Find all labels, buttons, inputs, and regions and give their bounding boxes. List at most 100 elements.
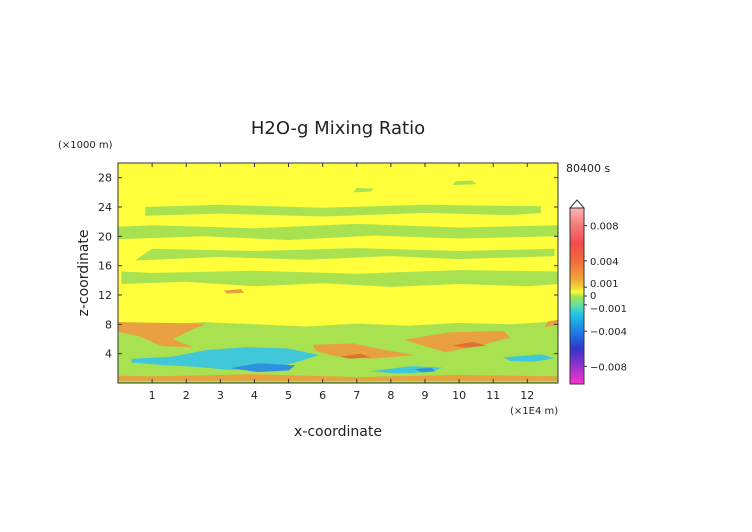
colorbar-band: [570, 382, 584, 385]
colorbar-band: [570, 366, 584, 369]
colorbar-band: [570, 308, 584, 311]
colorbar-band: [570, 234, 584, 237]
colorbar-band: [570, 298, 584, 301]
colorbar-band: [570, 338, 584, 341]
x-axis-label: x-coordinate: [294, 424, 382, 440]
colorbar-band: [570, 354, 584, 357]
colorbar-tick-label: 0: [590, 291, 596, 302]
colorbar-band: [570, 346, 584, 349]
colorbar-band: [570, 380, 584, 383]
colorbar-band: [570, 262, 584, 265]
contour-region-orange: [118, 322, 207, 348]
colorbar-band: [570, 378, 584, 381]
colorbar-tick-label: −0.001: [590, 304, 627, 315]
contour-region-green: [452, 180, 477, 185]
colorbar-band: [570, 356, 584, 359]
colorbar-band: [570, 220, 584, 223]
colorbar-band: [570, 296, 584, 299]
colorbar-band: [570, 322, 584, 325]
colorbar-band: [570, 224, 584, 227]
colorbar-tick-label: −0.004: [590, 327, 627, 338]
colorbar-band: [570, 374, 584, 377]
colorbar-band: [570, 314, 584, 317]
colorbar-band: [570, 222, 584, 225]
plot-frame: [117, 162, 559, 384]
time-label: 80400 s: [566, 162, 610, 175]
colorbar-band: [570, 350, 584, 353]
colorbar-band: [570, 230, 584, 233]
colorbar-band: [570, 368, 584, 371]
contour-region-green: [118, 223, 558, 240]
x-tick-label: 2: [183, 389, 190, 402]
colorbar-band: [570, 302, 584, 305]
x-tick-label: 1: [149, 389, 156, 402]
y-unit-label: (×1000 m): [58, 140, 113, 151]
colorbar-band: [570, 340, 584, 343]
colorbar-band: [570, 248, 584, 251]
colorbar-band: [570, 370, 584, 373]
x-tick-label: 6: [319, 389, 326, 402]
contour-region-green: [353, 187, 374, 193]
colorbar-band: [570, 208, 584, 211]
contour-region-red_orange: [452, 341, 487, 348]
colorbar-band: [570, 362, 584, 365]
colorbar-band: [570, 348, 584, 351]
colorbar-tick-label: 0.004: [590, 257, 619, 268]
colorbar-band: [570, 226, 584, 229]
colorbar-band: [570, 214, 584, 217]
colorbar-band: [570, 252, 584, 255]
y-tick-label: 4: [105, 348, 112, 361]
colorbar-band: [570, 330, 584, 333]
colorbar-band: [570, 352, 584, 355]
x-tick-label: 11: [486, 389, 500, 402]
colorbar-band: [570, 282, 584, 285]
colorbar-band: [570, 344, 584, 347]
colorbar-band: [570, 264, 584, 267]
colorbar-band: [570, 326, 584, 329]
contour-region-red_orange: [339, 353, 371, 359]
colorbar-band: [570, 372, 584, 375]
colorbar-band: [570, 218, 584, 221]
colorbar-band: [570, 244, 584, 247]
contour-region-green: [135, 248, 555, 261]
x-tick-label: 8: [387, 389, 394, 402]
colorbar-band: [570, 212, 584, 215]
colorbar-band: [570, 328, 584, 331]
y-tick-label: 8: [105, 318, 112, 331]
colorbar-band: [570, 332, 584, 335]
colorbar-band: [570, 216, 584, 219]
colorbar-band: [570, 240, 584, 243]
colorbar-band: [570, 280, 584, 283]
y-tick-label: 24: [98, 201, 112, 214]
contour-region-blue: [414, 367, 436, 372]
colorbar-band: [570, 358, 584, 361]
contour-region-orange: [544, 319, 558, 328]
x-axis: 1 2 3 4 5 6 7 8 9 10 11 12: [149, 163, 534, 402]
colorbar-band: [570, 310, 584, 313]
colorbar-band: [570, 266, 584, 269]
colorbar-band: [570, 238, 584, 241]
contour-region-orange: [312, 343, 415, 359]
contour-region-green: [145, 204, 541, 217]
x-tick-label: 9: [421, 389, 428, 402]
chart-title: H2O-g Mixing Ratio: [251, 118, 425, 139]
colorbar-band: [570, 316, 584, 319]
colorbar-band: [570, 270, 584, 273]
colorbar-band: [570, 268, 584, 271]
colorbar-band: [570, 260, 584, 263]
y-axis: 4 8 12 16 20 24 28: [98, 172, 558, 361]
colorbar-band: [570, 376, 584, 379]
y-tick-label: 16: [98, 260, 112, 273]
contour-region-green: [121, 270, 558, 287]
colorbar-band: [570, 290, 584, 293]
colorbar-band: [570, 228, 584, 231]
colorbar-band: [570, 364, 584, 367]
colorbar-band: [570, 334, 584, 337]
colorbar-band: [570, 236, 584, 239]
x-tick-label: 5: [285, 389, 292, 402]
colorbar-band: [570, 312, 584, 315]
contour-region-orange: [223, 289, 245, 294]
colorbar-band: [570, 274, 584, 277]
